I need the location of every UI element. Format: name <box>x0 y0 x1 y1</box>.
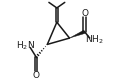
Text: H$_2$N: H$_2$N <box>16 40 35 52</box>
Text: O: O <box>81 9 88 18</box>
Text: O: O <box>33 71 40 80</box>
Polygon shape <box>69 30 85 38</box>
Text: NH$_2$: NH$_2$ <box>85 33 103 46</box>
